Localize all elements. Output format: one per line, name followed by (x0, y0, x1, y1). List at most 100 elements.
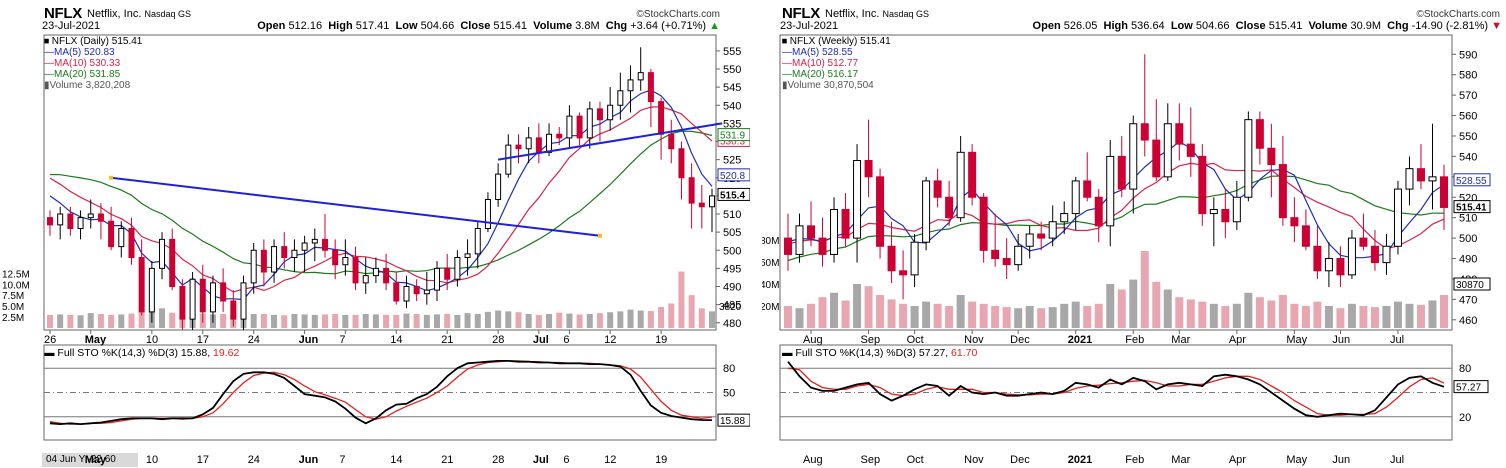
legend-ma5: MA(5) 520.83 (54, 47, 115, 58)
volume-bar (841, 300, 850, 328)
y-tick-label: 510 (1459, 213, 1477, 225)
down-arrow-icon: ▼ (1491, 20, 1502, 32)
volume-bar (342, 314, 349, 328)
stockcharts-logo-icon[interactable]: ©StockCharts.com (1416, 9, 1500, 20)
volume-bar (899, 303, 908, 328)
sto-k-line (49, 359, 713, 426)
volume-bar (1382, 306, 1391, 328)
x-tick-label: 14 (390, 454, 402, 466)
volume-bar (301, 314, 308, 328)
candle-body (1014, 245, 1023, 266)
volume-bar (362, 314, 369, 328)
ma20-line (787, 175, 1445, 262)
chart-date: 23-Jul-2021 (780, 20, 839, 32)
volume-bar (332, 314, 339, 328)
candle-body (413, 286, 420, 295)
volume-bar (933, 303, 942, 328)
candle-body (474, 228, 481, 255)
x-tick-label: 19 (655, 454, 667, 466)
candle-body (515, 144, 522, 150)
candle-body (159, 238, 166, 269)
candle-body (887, 245, 896, 272)
candle-body (968, 151, 977, 198)
volume-bar (991, 306, 1000, 328)
candle-body (321, 238, 328, 251)
volume-bar (1255, 297, 1264, 328)
volume-bar (250, 314, 257, 328)
candle-body (709, 195, 715, 208)
candle-body (199, 278, 206, 313)
volume-bar (474, 314, 481, 328)
candle-body (596, 108, 603, 121)
legend-ma5: MA(5) 528.55 (792, 47, 853, 58)
x-tick-label: 6 (563, 334, 569, 346)
candle-body (372, 267, 379, 277)
x-tick-label: Jun (1332, 334, 1350, 346)
volume-bar (576, 314, 583, 328)
volume-bar (464, 313, 471, 328)
volume-bar (795, 308, 804, 328)
y-tick-label: 510 (723, 209, 741, 221)
volume-bar (1428, 300, 1437, 328)
sto-tick-label: 80 (1459, 363, 1471, 375)
x-tick-label: 19 (655, 334, 667, 346)
volume-bar (535, 314, 542, 328)
candle-body (658, 101, 665, 135)
x-tick-label: Feb (1125, 334, 1144, 346)
symbol: NFLX (44, 5, 82, 22)
candle-body (1336, 258, 1345, 276)
chart-date: 23-Jul-2021 (42, 20, 101, 32)
x-tick-label: May (85, 454, 107, 466)
weekly-chart-canvas[interactable]: 4604704804905005105205305405505605705805… (762, 0, 1506, 468)
candle-body (505, 144, 512, 175)
volume-bar (1129, 279, 1138, 328)
y-tick-label: 540 (1459, 151, 1477, 163)
volume-bar (1140, 251, 1149, 328)
volume-bar (668, 303, 675, 328)
y-tick-label: 550 (723, 64, 741, 76)
x-tick-label: May (1286, 454, 1307, 466)
trendline (497, 122, 723, 161)
candle-body (698, 202, 705, 208)
x-tick-label: 14 (390, 334, 402, 346)
volume-bar (47, 314, 53, 328)
candle-body (97, 213, 104, 222)
volume-bar (818, 297, 827, 328)
candle-body (586, 108, 593, 139)
sto-last-label: 57.27 (1456, 383, 1481, 394)
x-tick-label: Jul (1390, 454, 1404, 466)
stockcharts-logo-icon[interactable]: ©StockCharts.com (636, 9, 720, 20)
legend-volume: Volume 30,870,504 (787, 80, 874, 91)
candle-body (362, 275, 369, 284)
volume-bar (637, 310, 644, 328)
volume-bar (1313, 301, 1322, 328)
candle-body (933, 180, 942, 198)
daily-chart-canvas[interactable]: 4804854904955005055105155205255305355405… (0, 0, 750, 468)
volume-bar (1198, 301, 1207, 328)
candle-body (991, 249, 1000, 260)
sto-legend: ▬ Full STO %K(14,3) %D(3) 57.27, 61.70 (782, 347, 978, 359)
y-tick-label: 460 (1459, 315, 1477, 327)
candle-body (678, 148, 685, 179)
y-tick-label: 525 (723, 155, 741, 167)
candle-body (525, 137, 532, 150)
y-tick-label: 490 (1459, 254, 1477, 266)
volume-bar (1440, 295, 1448, 328)
candle-body (1370, 245, 1379, 264)
volume-bar (383, 314, 390, 328)
ma5-line (787, 140, 1445, 259)
candle-body (128, 228, 135, 258)
volume-bar (1060, 303, 1069, 328)
volume-bar (1175, 297, 1184, 328)
volume-bar (220, 314, 227, 328)
volume-bars-icon: ▮ (44, 80, 50, 91)
x-tick-label: Mar (1171, 454, 1190, 466)
volume-bar (413, 314, 420, 328)
legend-ma10: MA(10) 512.77 (792, 58, 859, 69)
volume-bar (372, 314, 379, 328)
candle-body (1037, 233, 1046, 239)
volume-bar (627, 309, 634, 328)
x-tick-label: 24 (248, 334, 260, 346)
trendline (110, 176, 601, 237)
x-tick-label: Mar (1171, 334, 1190, 346)
